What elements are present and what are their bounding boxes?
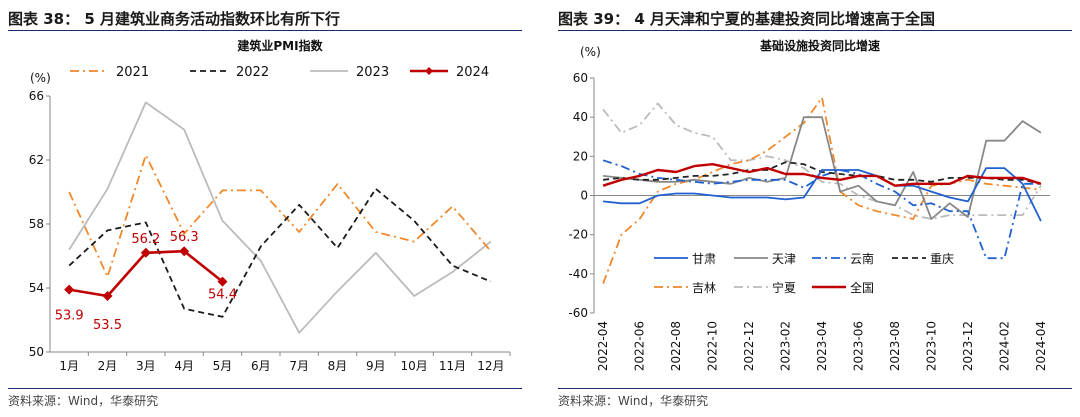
x-tick-label: 2022-04 xyxy=(596,321,610,371)
data-label-2024: 53.5 xyxy=(93,318,122,333)
y-tick-label: 40 xyxy=(573,110,588,124)
x-tick-label: 2023-12 xyxy=(961,321,975,371)
x-tick-label: 2023-02 xyxy=(779,321,793,371)
x-tick-label: 2022-06 xyxy=(633,321,647,371)
y-tick-label: 20 xyxy=(573,149,588,163)
right-chart-title: 基础设施投资同比增速 xyxy=(759,38,880,53)
data-point-2024 xyxy=(64,284,75,295)
series-line-全国 xyxy=(602,162,1042,187)
right-figure-title: 图表 39： 4 月天津和宁夏的基建投资同比增速高于全国 xyxy=(558,10,935,28)
x-tick-label: 6月 xyxy=(251,359,271,373)
left-figure-title: 图表 38： 5 月建筑业商务活动指数环比有所下行 xyxy=(8,10,340,28)
legend-marker-2024 xyxy=(425,67,433,75)
left-line-chart: 建筑业PMI指数 2021 2022 2023 2024 (%) 50 54 58 62 66 1月 2… xyxy=(29,38,511,373)
legend-label-2021: 2021 xyxy=(116,65,149,80)
x-tick-label: 2024-02 xyxy=(997,321,1011,371)
y-axis-unit-label: (%) xyxy=(30,71,51,85)
right-title-rule xyxy=(558,30,1072,31)
legend-label-重庆: 重庆 xyxy=(930,252,954,266)
y-tick-label: 54 xyxy=(29,281,44,295)
data-point-2024 xyxy=(179,246,190,257)
x-tick-label: 2023-06 xyxy=(851,321,865,371)
x-tick-label: 2023-08 xyxy=(888,321,902,371)
y-tick-label: -60 xyxy=(568,306,588,320)
x-tick-label: 2022-12 xyxy=(742,321,756,371)
data-point-2024 xyxy=(140,247,151,258)
left-chart-panel: 图表 38： 5 月建筑业商务活动指数环比有所下行 建筑业PMI指数 2021 20… xyxy=(0,0,530,417)
y-tick-label: -40 xyxy=(568,267,588,281)
x-tick-label: 4月 xyxy=(174,359,194,373)
x-tick-label: 2024-04 xyxy=(1034,321,1048,371)
legend-label-全国: 全国 xyxy=(850,280,874,295)
legend-label-天津: 天津 xyxy=(772,252,796,266)
x-tick-label: 2022-10 xyxy=(706,321,720,371)
x-tick-label: 8月 xyxy=(328,359,348,373)
y-axis-unit-label: (%) xyxy=(580,45,601,59)
left-bottom-rule xyxy=(8,388,522,389)
x-tick-label: 9月 xyxy=(366,359,386,373)
y-tick-label: 50 xyxy=(29,345,44,359)
left-title-rule xyxy=(8,30,522,31)
data-point-2024 xyxy=(217,276,228,287)
left-chart-title: 建筑业PMI指数 xyxy=(236,38,323,53)
x-tick-label: 1月 xyxy=(59,359,79,373)
legend-label-2024: 2024 xyxy=(456,65,489,80)
series-line-天津 xyxy=(603,116,1042,220)
data-point-2024 xyxy=(102,291,113,301)
series-line-云南 xyxy=(602,159,1041,260)
data-label-2024: 53.9 xyxy=(55,309,84,324)
data-label-2024: 56.2 xyxy=(131,232,160,247)
series-line-甘肃 xyxy=(603,167,1042,222)
right-chart-panel: 图表 39： 4 月天津和宁夏的基建投资同比增速高于全国 基础设施投资同比增速 (… xyxy=(550,0,1080,417)
x-tick-label: 2月 xyxy=(98,359,118,373)
x-tick-label: 3月 xyxy=(136,359,156,373)
x-tick-label: 2022-08 xyxy=(669,321,683,371)
legend-background xyxy=(650,245,950,303)
left-source-note: 资料来源：Wind，华泰研究 xyxy=(8,394,159,408)
y-tick-label: 62 xyxy=(29,153,44,167)
series-line-吉林 xyxy=(602,96,1041,284)
right-line-chart: 基础设施投资同比增速 (%) -60 -40 -20 0 20 40 60 2022-04 2022… xyxy=(568,38,1050,371)
y-tick-label: 60 xyxy=(573,71,588,85)
x-tick-label: 7月 xyxy=(289,359,309,373)
series-line-重庆 xyxy=(603,161,1042,185)
right-bottom-rule xyxy=(558,388,1072,389)
right-source-note: 资料来源：Wind，华泰研究 xyxy=(558,394,709,408)
series-line-2021 xyxy=(68,154,492,278)
x-tick-label: 12月 xyxy=(477,359,504,373)
series-line-2023 xyxy=(68,101,492,334)
data-label-2024: 56.3 xyxy=(170,230,199,245)
y-tick-label: 0 xyxy=(580,189,588,203)
legend-label-宁夏: 宁夏 xyxy=(772,280,796,295)
x-tick-label: 11月 xyxy=(439,359,466,373)
legend-label-甘肃: 甘肃 xyxy=(692,252,716,266)
y-tick-label: 58 xyxy=(29,217,44,231)
data-label-2024: 54.4 xyxy=(208,288,237,303)
legend-label-吉林: 吉林 xyxy=(692,281,716,295)
series-line-2024 xyxy=(68,249,224,298)
x-tick-label: 2023-04 xyxy=(815,321,829,371)
series-line-2022 xyxy=(68,187,492,318)
legend-label-2023: 2023 xyxy=(356,65,389,80)
y-tick-label: 66 xyxy=(29,89,44,103)
x-tick-label: 2023-10 xyxy=(924,321,938,371)
x-tick-label: 5月 xyxy=(213,359,233,373)
y-tick-label: -20 xyxy=(568,228,588,242)
legend-label-2022: 2022 xyxy=(236,65,269,80)
legend-label-云南: 云南 xyxy=(850,251,874,266)
x-tick-label: 10月 xyxy=(401,359,428,373)
